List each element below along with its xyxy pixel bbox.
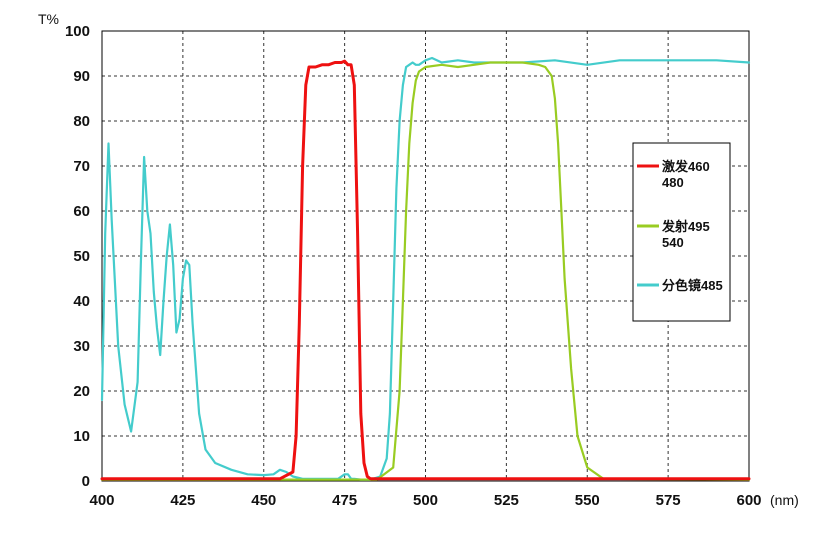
y-tick-label: 50 (73, 248, 90, 265)
x-tick-label: 450 (251, 492, 276, 509)
x-tick-label: 550 (575, 492, 600, 509)
x-tick-label: 425 (170, 492, 195, 509)
y-tick-label: 10 (73, 428, 90, 445)
x-tick-label: 525 (494, 492, 519, 509)
y-tick-label: 80 (73, 113, 90, 130)
legend-label-1: 发射495 (661, 219, 710, 234)
legend-label-2: 分色镜485 (662, 278, 723, 293)
x-axis-unit-label: (nm) (770, 492, 799, 508)
x-tick-label: 575 (656, 492, 681, 509)
grid (102, 31, 749, 481)
legend-label-0: 激发460 (662, 159, 710, 174)
y-tick-label: 100 (65, 23, 90, 40)
legend-label-1: 540 (662, 235, 684, 250)
y-tick-label: 40 (73, 293, 90, 310)
series-line-0 (100, 59, 751, 481)
x-tick-label: 600 (736, 492, 761, 509)
x-tick-label: 400 (89, 492, 114, 509)
y-tick-label: 0 (82, 473, 90, 490)
x-tick-label: 500 (413, 492, 438, 509)
y-axis-ticks: 0 10 20 30 40 50 60 70 80 90 100 (65, 23, 90, 490)
legend-box (632, 142, 731, 322)
y-axis-unit-label: T% (38, 11, 59, 27)
series-line-1 (100, 61, 751, 481)
y-tick-label: 60 (73, 203, 90, 220)
y-tick-label: 90 (73, 68, 90, 85)
plot-area (101, 30, 750, 482)
x-tick-label: 475 (332, 492, 357, 509)
series-group (100, 56, 751, 481)
y-tick-label: 20 (73, 383, 90, 400)
x-axis-ticks: 400 425 450 475 500 525 550 575 600 (89, 492, 761, 509)
y-tick-label: 70 (73, 158, 90, 175)
y-tick-label: 30 (73, 338, 90, 355)
legend-label-0: 480 (662, 175, 684, 190)
